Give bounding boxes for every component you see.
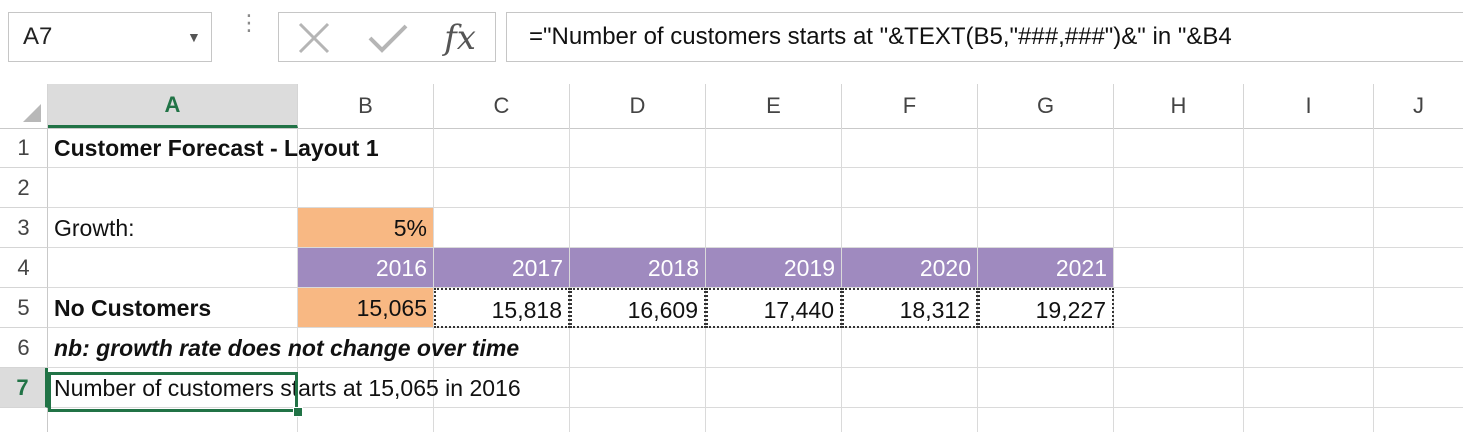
cell-b5-customers[interactable]: 15,065 [298, 288, 434, 328]
row-header-4[interactable]: 4 [0, 248, 48, 288]
customers-2017: 15,818 [491, 297, 562, 323]
row-header-1[interactable]: 1 [0, 128, 48, 168]
column-header-c[interactable]: C [434, 84, 570, 128]
cancel-icon[interactable] [289, 19, 339, 57]
year-2017: 2017 [511, 255, 563, 281]
select-all-button[interactable] [0, 84, 48, 128]
column-headers: A B C D E F G H I J [0, 84, 1463, 129]
cell-a1[interactable]: Customer Forecast - Layout 1 [48, 128, 379, 168]
cell-f4-year[interactable]: 2020 [842, 248, 978, 288]
cell-c5-customers[interactable]: 15,818 [434, 288, 570, 328]
column-header-g[interactable]: G [978, 84, 1114, 128]
column-header-h[interactable]: H [1114, 84, 1244, 128]
row-header-5[interactable]: 5 [0, 288, 48, 328]
column-header-j[interactable]: J [1413, 93, 1424, 118]
name-box-value[interactable]: A7 [23, 23, 53, 50]
column-header-i[interactable]: I [1244, 84, 1374, 128]
cell-b3-growth[interactable]: 5% [298, 208, 434, 248]
formula-buttons: fx [278, 12, 496, 62]
year-2018: 2018 [647, 255, 699, 281]
fill-handle[interactable] [293, 407, 303, 417]
cell-a6[interactable]: nb: growth rate does not change over tim… [48, 328, 519, 368]
cell-e4-year[interactable]: 2019 [706, 248, 842, 288]
cells: Customer Forecast - Layout 1 Growth: 5% … [48, 128, 1463, 432]
cell-a3[interactable]: Growth: [48, 208, 298, 248]
year-2021: 2021 [1055, 255, 1107, 281]
cell-b3-text: 5% [393, 215, 427, 241]
cell-d4-year[interactable]: 2018 [570, 248, 706, 288]
column-header-d[interactable]: D [570, 84, 706, 128]
year-2020: 2020 [919, 255, 971, 281]
grid-column-line [297, 128, 298, 432]
row-header-2[interactable]: 2 [0, 168, 48, 208]
row-header-8[interactable] [0, 408, 48, 432]
cell-a1-text: Customer Forecast - Layout 1 [54, 135, 379, 161]
year-2016: 2016 [375, 255, 427, 281]
cell-g4-year[interactable]: 2021 [978, 248, 1114, 288]
column-header-b[interactable]: B [298, 84, 434, 128]
cell-b4-year[interactable]: 2016 [298, 248, 434, 288]
formula-bar: A7 ▼ ⋮ fx ="Number of customers starts a… [0, 0, 1463, 84]
cell-a7-text: Number of customers starts at 15,065 in … [54, 375, 521, 401]
cell-e5-customers[interactable]: 17,440 [706, 288, 842, 328]
spreadsheet-grid: A B C D E F G H I J 1 2 3 4 5 6 7 Custom… [0, 84, 1463, 432]
customers-2021: 19,227 [1035, 297, 1106, 323]
column-header-f[interactable]: F [842, 84, 978, 128]
name-box[interactable]: A7 ▼ [8, 12, 212, 62]
grid-row-line [48, 367, 1463, 368]
cell-f5-customers[interactable]: 18,312 [842, 288, 978, 328]
cell-g5-customers[interactable]: 19,227 [978, 288, 1114, 328]
formula-text[interactable]: ="Number of customers starts at "&TEXT(B… [529, 23, 1232, 50]
check-icon[interactable] [363, 19, 413, 57]
select-all-icon[interactable] [23, 104, 41, 122]
column-header-a[interactable]: A [48, 84, 298, 128]
row-header-6[interactable]: 6 [0, 328, 48, 368]
grid-row-line [48, 407, 1463, 408]
cell-d5-customers[interactable]: 16,609 [570, 288, 706, 328]
row-headers: 1 2 3 4 5 6 7 [0, 128, 48, 432]
grid-column-line [1373, 128, 1374, 432]
customers-2019: 17,440 [763, 297, 834, 323]
insert-function-button[interactable]: fx [444, 18, 476, 58]
cell-a5-text: No Customers [54, 295, 212, 321]
name-box-dropdown-icon[interactable]: ▼ [187, 29, 201, 45]
cell-a3-text: Growth: [54, 215, 135, 241]
cell-a5[interactable]: No Customers [48, 288, 298, 328]
grid-row-line [48, 207, 1463, 208]
grid-row-line [48, 167, 1463, 168]
cell-c4-year[interactable]: 2017 [434, 248, 570, 288]
grid-column-line [1243, 128, 1244, 432]
row-header-7[interactable]: 7 [0, 368, 48, 408]
row-header-3[interactable]: 3 [0, 208, 48, 248]
customers-2020: 18,312 [899, 297, 970, 323]
cell-a7-active[interactable]: Number of customers starts at 15,065 in … [48, 368, 521, 408]
cell-a6-text: nb: growth rate does not change over tim… [54, 335, 520, 361]
customers-2016: 15,065 [356, 295, 427, 321]
formula-input[interactable]: ="Number of customers starts at "&TEXT(B… [506, 12, 1463, 62]
customers-2018: 16,609 [627, 297, 698, 323]
grid-row-line [48, 247, 1463, 248]
formula-bar-grip-icon[interactable]: ⋮ [238, 10, 260, 35]
year-2019: 2019 [783, 255, 835, 281]
column-header-e[interactable]: E [706, 84, 842, 128]
